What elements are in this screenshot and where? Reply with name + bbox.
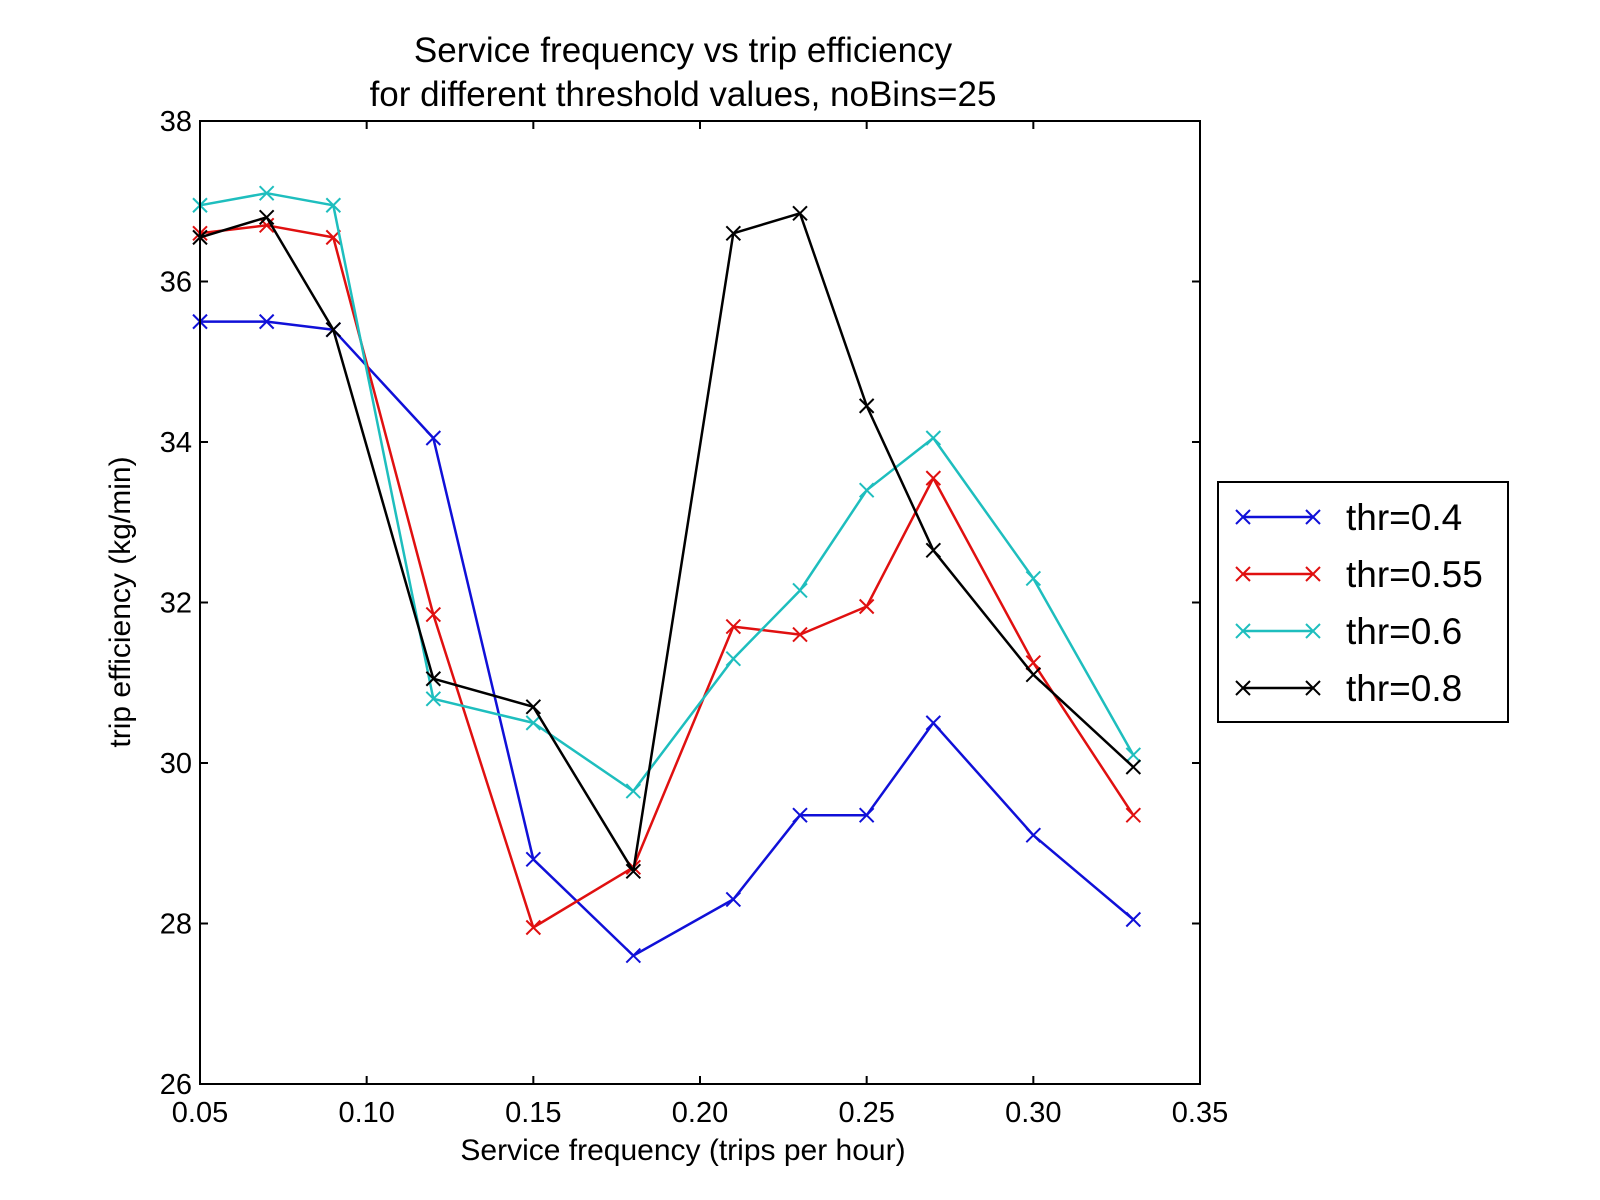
legend-marker <box>1235 509 1251 525</box>
data-point-marker <box>858 807 875 823</box>
legend-marker <box>1305 680 1321 696</box>
series-thr-0-8 <box>192 205 1142 880</box>
data-point-marker <box>525 851 542 868</box>
data-point-marker <box>1125 911 1142 928</box>
data-point-marker <box>625 783 642 799</box>
data-point-marker <box>725 618 742 635</box>
data-point-marker <box>725 891 742 908</box>
data-point-marker <box>925 470 942 486</box>
legend-entry: thr=0.55 <box>1235 554 1483 595</box>
data-point-marker <box>725 650 742 667</box>
data-point-marker <box>1025 667 1042 683</box>
y-tick-label: 26 <box>160 1069 192 1101</box>
series-line <box>199 191 1135 793</box>
legend-label: thr=0.4 <box>1346 497 1462 538</box>
legend-marker <box>1235 623 1251 639</box>
data-point-marker <box>258 313 275 330</box>
data-point-marker <box>925 715 942 731</box>
data-point-marker <box>792 626 808 643</box>
data-point-marker <box>1025 570 1042 587</box>
axis-ticks: 0.05 0.10 0.15 0.20 0.25 0.30 0.35 26 28 30 32 34 36… <box>160 106 1228 1129</box>
data-point-marker <box>425 671 442 687</box>
series-line <box>199 224 1135 929</box>
data-point-marker <box>425 430 442 446</box>
x-axis-label: Service frequency (trips per hour) <box>460 1134 905 1167</box>
legend-label: thr=0.6 <box>1346 611 1462 652</box>
series-line <box>200 320 1135 957</box>
legend-label: thr=0.8 <box>1346 668 1462 709</box>
data-point-marker <box>325 321 342 338</box>
x-tick-label: 0.35 <box>1172 1097 1228 1129</box>
data-point-marker <box>625 863 642 880</box>
x-tick-label: 0.10 <box>338 1097 394 1129</box>
series-thr-0-4 <box>192 313 1142 964</box>
legend-entry: thr=0.8 <box>1235 668 1462 709</box>
data-point-marker <box>525 699 542 715</box>
series-thr-0-55 <box>192 217 1142 936</box>
y-axis-label: trip efficiency (kg/min) <box>104 456 137 747</box>
data-point-marker <box>325 197 342 213</box>
data-point-marker <box>858 482 875 498</box>
series-layer <box>192 185 1142 964</box>
data-point-marker <box>792 807 808 823</box>
data-point-marker <box>858 598 875 615</box>
data-point-marker <box>525 919 542 936</box>
series-line <box>199 212 1135 873</box>
legend-marker <box>1235 566 1251 582</box>
data-point-marker <box>625 947 642 964</box>
data-point-marker <box>258 185 275 201</box>
data-point-marker <box>1025 827 1042 843</box>
data-point-marker <box>925 542 942 559</box>
data-point-marker <box>1125 747 1142 763</box>
data-point-marker <box>725 225 742 242</box>
legend: thr=0.4 thr=0.55 thr=0.6 thr=0.8 <box>1217 481 1509 723</box>
data-point-marker <box>1125 759 1142 775</box>
data-point-marker <box>258 209 275 226</box>
data-point-marker <box>925 430 942 446</box>
x-tick-label: 0.20 <box>672 1097 728 1129</box>
y-tick-label: 38 <box>160 106 192 138</box>
x-tick-label: 0.05 <box>172 1097 228 1129</box>
data-point-marker <box>858 398 875 414</box>
legend-label: thr=0.55 <box>1346 554 1483 595</box>
legend-entry: thr=0.4 <box>1235 497 1462 538</box>
x-tick-label: 0.15 <box>505 1097 561 1129</box>
data-point-marker <box>425 691 442 707</box>
legend-marker <box>1305 623 1321 639</box>
data-point-marker <box>1125 807 1142 823</box>
x-tick-label: 0.30 <box>1005 1097 1061 1129</box>
legend-entry: thr=0.6 <box>1235 611 1462 652</box>
x-tick-label: 0.25 <box>838 1097 894 1129</box>
y-tick-label: 28 <box>160 909 192 941</box>
data-point-marker <box>525 715 542 731</box>
data-point-marker <box>792 205 808 221</box>
legend-frame <box>1217 481 1509 723</box>
legend-marker <box>1235 680 1251 696</box>
y-tick-label: 34 <box>160 427 192 459</box>
legend-marker <box>1305 509 1321 525</box>
legend-marker <box>1305 566 1321 582</box>
chart-title: Service frequency vs trip efficiency <box>414 31 953 70</box>
y-tick-label: 32 <box>160 588 192 620</box>
series-thr-0-6 <box>192 185 1142 799</box>
chart-subtitle: for different threshold values, noBins=2… <box>370 75 997 114</box>
plot-frame <box>199 120 1201 1085</box>
y-tick-label: 36 <box>160 267 192 299</box>
data-point-marker <box>792 582 808 599</box>
y-tick-label: 30 <box>160 748 192 780</box>
data-point-marker <box>425 606 442 623</box>
